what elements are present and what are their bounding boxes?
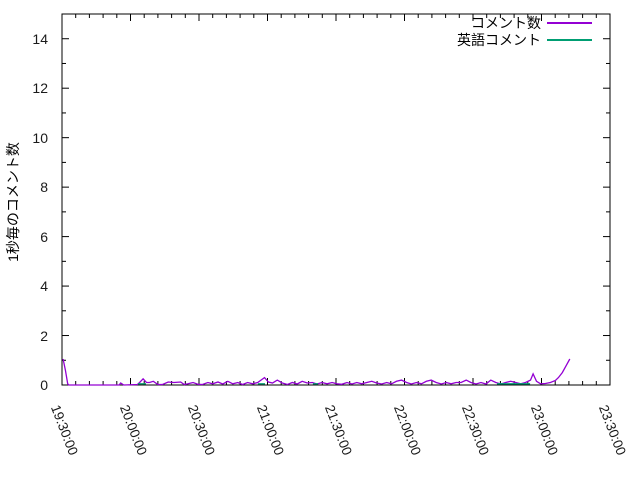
y-tick-label: 10: [32, 129, 48, 146]
axis-ticks: [61, 13, 611, 386]
y-tick-label: 12: [32, 80, 48, 97]
y-tick-label: 8: [40, 179, 48, 196]
series-line-コメント数: [62, 358, 571, 386]
y-tick-label: 6: [40, 228, 48, 245]
legend-line-sample-comments: [547, 22, 592, 24]
y-tick-label: 4: [40, 278, 48, 295]
legend-row-english-comments: 英語コメント: [457, 32, 592, 48]
legend: コメント数 英語コメント: [457, 15, 592, 48]
plot-border: [61, 13, 611, 386]
y-tick-label: 0: [40, 377, 48, 393]
legend-label-english-comments: 英語コメント: [457, 32, 541, 48]
y-tick-label: 14: [32, 30, 48, 47]
data-series-lines: [62, 358, 571, 386]
legend-label-comments: コメント数: [471, 15, 541, 31]
legend-line-sample-english-comments: [547, 39, 592, 41]
y-tick-label: 2: [40, 327, 48, 344]
legend-row-comments: コメント数: [457, 15, 592, 31]
y-axis-title: 1秒毎のコメント数: [5, 142, 21, 262]
